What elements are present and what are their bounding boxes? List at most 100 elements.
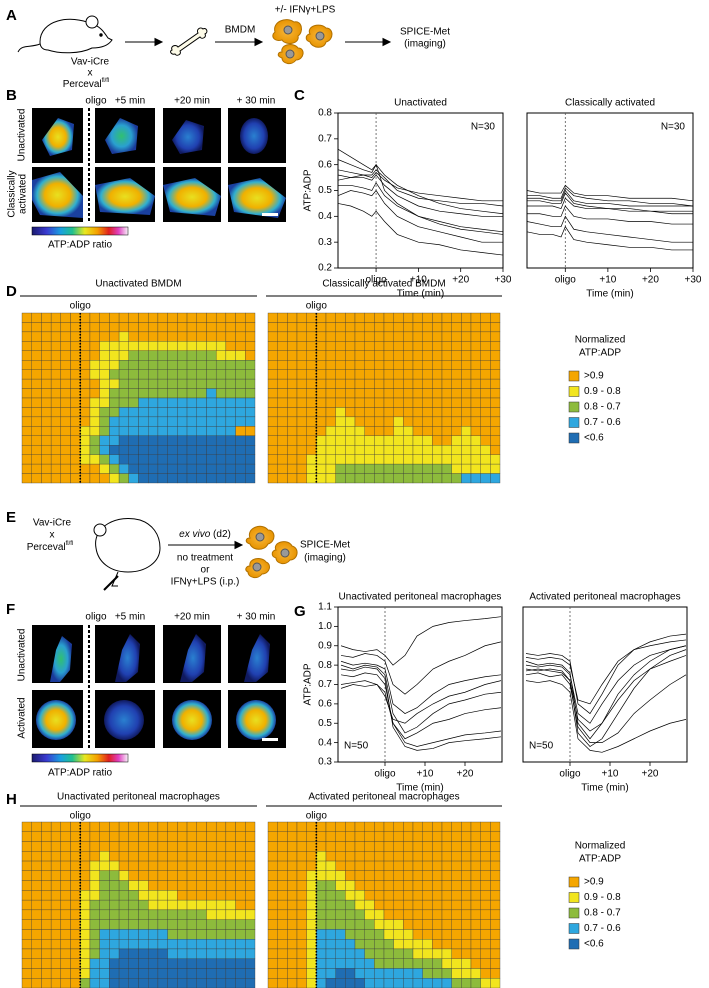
heatmap-cell bbox=[393, 851, 404, 862]
legend-label: 0.9 - 0.8 bbox=[584, 892, 621, 903]
heatmap-cell bbox=[225, 919, 236, 930]
heatmap-cell bbox=[157, 968, 168, 979]
heatmap-cell bbox=[41, 831, 52, 842]
heatmap-cell bbox=[99, 350, 110, 361]
heatmap-cell bbox=[316, 939, 327, 950]
heatmap-cell bbox=[31, 473, 42, 484]
heatmap-cell bbox=[109, 978, 120, 988]
heatmap-cell bbox=[267, 968, 278, 979]
heatmap-cell bbox=[393, 473, 404, 484]
heatmap-cell bbox=[461, 454, 472, 465]
heatmap-cell bbox=[335, 388, 346, 399]
x-tick-label: +20 bbox=[457, 769, 474, 780]
heatmap-cell bbox=[215, 463, 227, 474]
heatmap-cell bbox=[128, 841, 139, 852]
heatmap-cell bbox=[50, 473, 62, 484]
heatmap-cell bbox=[225, 331, 236, 342]
heatmap-cell bbox=[277, 870, 288, 881]
heatmap-cell bbox=[225, 473, 236, 484]
heatmap-cell bbox=[89, 350, 100, 361]
heatmap-cell bbox=[306, 870, 317, 881]
heatmap-cell bbox=[235, 929, 246, 940]
heatmap-cell bbox=[480, 890, 491, 901]
heatmap-cell bbox=[374, 473, 385, 484]
heatmap-cell bbox=[128, 870, 139, 881]
heatmap-cell bbox=[432, 445, 443, 455]
heatmap-cell bbox=[21, 322, 32, 333]
heatmap-cell bbox=[345, 870, 356, 881]
heatmap-cell bbox=[441, 397, 452, 408]
heatmap-cell bbox=[364, 978, 375, 988]
heatmap-cell bbox=[480, 821, 491, 832]
heatmap-cell bbox=[354, 831, 365, 842]
heatmap-cell bbox=[287, 322, 298, 333]
heatmap-cell bbox=[138, 841, 149, 852]
heatmap-cell bbox=[235, 322, 246, 333]
heatmap-cell bbox=[177, 860, 188, 871]
heatmap-cell bbox=[306, 841, 317, 852]
heatmap-cell bbox=[325, 939, 336, 950]
heatmap-cell bbox=[225, 841, 236, 852]
heatmap-cell bbox=[335, 416, 346, 427]
heatmap-cell bbox=[167, 968, 178, 979]
heatmap-cell bbox=[118, 388, 129, 399]
x-tick-label: +30 bbox=[685, 275, 702, 286]
heatmap-cell bbox=[186, 958, 197, 969]
heatmap-cell bbox=[215, 919, 227, 930]
heatmap-cell bbox=[215, 948, 227, 959]
heatmap-cell bbox=[451, 909, 462, 920]
heatmap-cell bbox=[432, 929, 443, 940]
heatmap-cell bbox=[167, 909, 178, 920]
heatmap-cell bbox=[118, 948, 129, 959]
annotation: N=30 bbox=[471, 122, 496, 133]
heatmap-cell bbox=[470, 870, 481, 881]
heatmap-cell bbox=[316, 909, 327, 920]
heatmap-cell bbox=[403, 821, 414, 832]
heatmap-cell bbox=[225, 890, 236, 901]
trace bbox=[340, 660, 502, 714]
heatmap-cell bbox=[50, 454, 62, 465]
heatmap-cell bbox=[393, 369, 404, 380]
heatmap-cell bbox=[177, 378, 188, 389]
heatmap-cell bbox=[383, 369, 394, 380]
heatmap-cell bbox=[99, 929, 110, 940]
heatmap-cell bbox=[306, 350, 317, 361]
heatmap-cell bbox=[316, 870, 327, 881]
heatmap-cell bbox=[206, 322, 217, 333]
heatmap-cell bbox=[306, 388, 317, 399]
heatmap-cell bbox=[393, 860, 404, 871]
heatmap-cell bbox=[99, 968, 110, 979]
heatmap-cell bbox=[21, 445, 32, 455]
heatmap-cell bbox=[374, 919, 385, 930]
heatmap-cell bbox=[461, 388, 472, 399]
heatmap-cell bbox=[235, 426, 246, 436]
heatmap-cell bbox=[441, 445, 452, 455]
heatmap-cell bbox=[441, 473, 452, 484]
heatmap-cell bbox=[70, 851, 81, 862]
heatmap-cell bbox=[186, 378, 197, 389]
heatmap-cell bbox=[21, 851, 32, 862]
heatmap-cell bbox=[480, 948, 491, 959]
heatmap-cell bbox=[186, 331, 197, 342]
heatmap-cell bbox=[157, 978, 168, 988]
heatmap-cell bbox=[335, 880, 346, 891]
heatmap-cell bbox=[128, 463, 139, 474]
heatmap-cell bbox=[374, 968, 385, 979]
trace bbox=[527, 192, 693, 212]
heatmap-cell bbox=[267, 831, 278, 842]
heatmap-cell bbox=[306, 860, 317, 871]
heatmap-cell bbox=[461, 435, 472, 446]
heatmap-cell bbox=[393, 919, 404, 930]
heatmap-cell bbox=[89, 831, 100, 842]
heatmap-cell bbox=[354, 939, 365, 950]
trace bbox=[337, 189, 503, 243]
heatmap-cell bbox=[186, 435, 197, 446]
macrophage-icons bbox=[280, 548, 290, 558]
heatmap-cell bbox=[50, 407, 62, 418]
heatmap-cell bbox=[177, 360, 188, 370]
heatmap-cell bbox=[148, 331, 159, 342]
heatmap-cell bbox=[325, 880, 336, 891]
x-axis-label: Time (min) bbox=[581, 783, 628, 794]
heatmap-cell bbox=[296, 473, 307, 484]
trace bbox=[527, 187, 694, 207]
